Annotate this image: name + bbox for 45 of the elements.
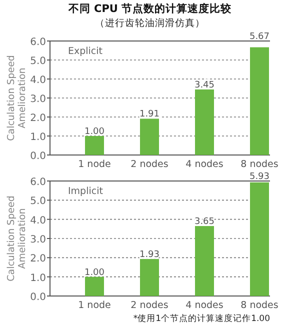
- data-label: 1.93: [139, 250, 160, 260]
- x-tick-label: 8 nodes: [240, 159, 278, 170]
- y-tick-label: 3.0: [30, 234, 46, 246]
- bar: [85, 276, 104, 296]
- chart-subtitle: （进行齿轮油润滑仿真）: [95, 17, 205, 29]
- x-tick-label: 1 node: [78, 159, 112, 170]
- y-tick-label: 4.0: [30, 215, 46, 226]
- data-label: 5.93: [249, 172, 270, 182]
- chart-title: 不同 CPU 节点数的计算速度比较: [67, 2, 233, 15]
- bar: [140, 118, 159, 155]
- bar: [195, 226, 214, 296]
- y-tick-label: 0.0: [30, 292, 46, 303]
- data-label: 1.91: [139, 110, 160, 120]
- data-label: 1.00: [84, 127, 105, 137]
- bar: [195, 89, 214, 155]
- bar: [250, 182, 269, 296]
- y-tick-label: 3.0: [30, 94, 46, 105]
- bar: [85, 136, 104, 155]
- data-label: 3.65: [194, 217, 215, 228]
- bar: [250, 47, 269, 155]
- y-tick-label: 5.0: [30, 196, 46, 208]
- y-tick-label: 1.0: [30, 132, 46, 143]
- x-tick-label: 4 nodes: [186, 300, 224, 311]
- text: *使用1个节点的计算速度记作1.00: [133, 313, 270, 324]
- bar: [140, 259, 159, 296]
- x-tick-label: 8 nodes: [240, 300, 278, 311]
- y-tick-label: 5.0: [30, 56, 46, 67]
- annotation: Explicit: [68, 46, 103, 57]
- annotation: Implicit: [68, 186, 104, 197]
- x-tick-label: 1 node: [78, 300, 112, 311]
- y-tick-label: 2.0: [30, 113, 46, 124]
- x-tick-label: 4 nodes: [186, 159, 224, 170]
- data-label: 3.45: [194, 80, 215, 90]
- y-tick-label: 6.0: [30, 177, 46, 188]
- x-tick-label: 2 nodes: [130, 159, 168, 170]
- data-label: 5.67: [249, 32, 270, 42]
- y-tick-label: 4.0: [30, 75, 46, 86]
- y-tick-label: 1.0: [30, 272, 46, 284]
- x-tick-label: 2 nodes: [130, 300, 168, 311]
- y-tick-label: 2.0: [30, 254, 46, 265]
- data-label: 1.00: [84, 268, 105, 278]
- y-axis-title: Calculation Speed Amelioration: [6, 196, 28, 282]
- y-tick-label: 6.0: [30, 37, 46, 48]
- y-axis-title: Calculation Speed Amelioration: [6, 55, 28, 141]
- y-tick-label: 0.0: [30, 151, 46, 162]
